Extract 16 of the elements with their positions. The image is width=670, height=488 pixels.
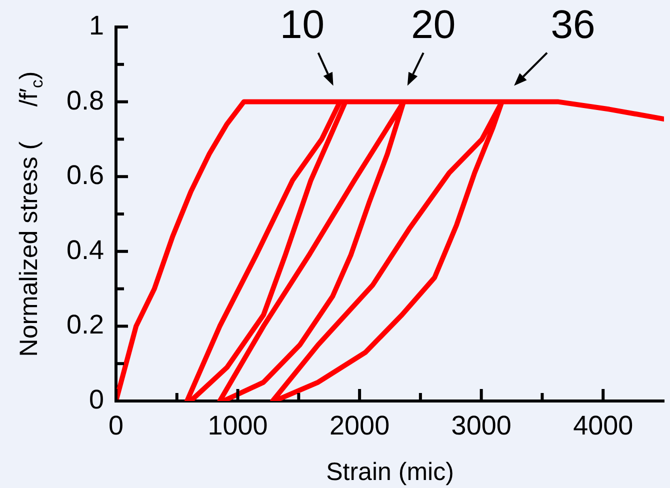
- x-tick-label: 1000: [208, 410, 268, 441]
- x-axis-title: Strain (mic): [326, 458, 454, 486]
- annotation: 20: [411, 2, 456, 47]
- y-tick-label: 0.8: [66, 85, 104, 116]
- annotation: 36: [550, 2, 596, 47]
- annotation: 10: [280, 2, 325, 47]
- y-tick-label: 0.4: [66, 234, 104, 265]
- x-tick-label: 3000: [451, 410, 512, 441]
- y-tick-label: 0: [88, 384, 104, 414]
- x-tick-label: 0: [108, 410, 124, 441]
- y-tick-label: 1: [88, 10, 104, 40]
- y-axis-title: Normalized stress ( /f′c): [14, 71, 47, 357]
- y-tick-label: 0.2: [66, 310, 104, 340]
- y-tick-label: 0.6: [66, 160, 104, 190]
- x-tick-label: 2000: [330, 410, 390, 441]
- x-tick-label: 4000: [573, 410, 634, 441]
